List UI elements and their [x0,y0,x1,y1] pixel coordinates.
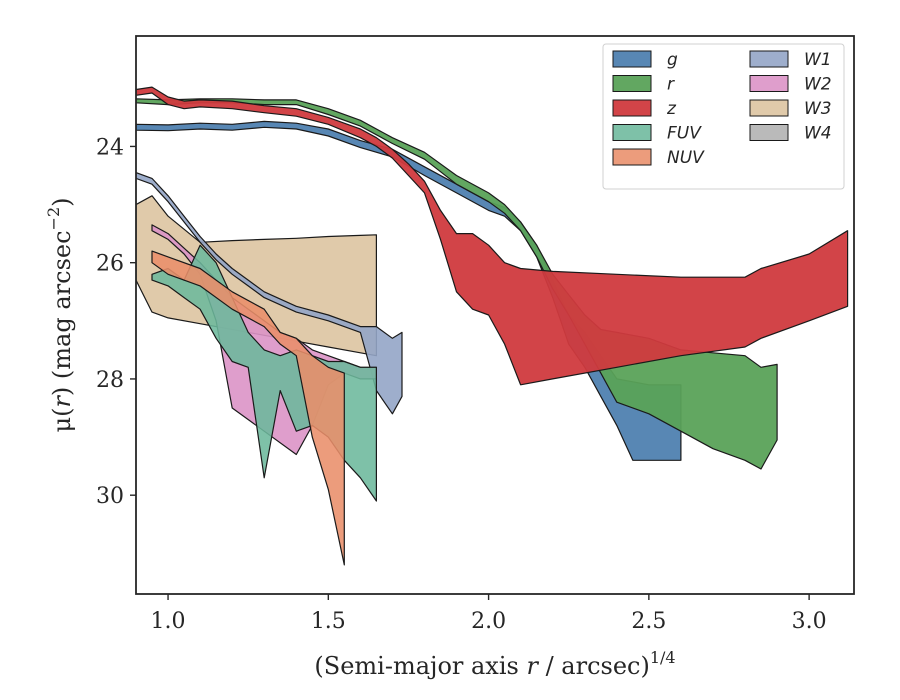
x-tick-label: 2.5 [631,609,666,634]
y-axis: 24 26 28 30 [96,135,136,509]
legend-label-w1: W1 [804,50,832,70]
legend-swatch-w2 [749,75,789,92]
legend-swatch-w4 [749,124,789,141]
y-axis-title-var: r [48,395,76,408]
legend-label-w4: W4 [804,124,832,144]
x-axis-title-prefix: (Semi-major axis [314,652,526,680]
legend-swatch-g [612,50,652,68]
x-axis-title: (Semi-major axis r / arcsec)1/4 [314,648,675,680]
x-axis-title-unit: / arcsec) [538,652,650,680]
legend-label-fuv: FUV [667,124,702,144]
legend-label-w3: W3 [804,99,832,119]
legend: grz FUV NUV W1 W2 W3 W4 [602,43,845,190]
data-bands [136,86,849,566]
legend-swatch-w3 [749,99,789,117]
y-axis-title-exponent: −2 [44,207,63,231]
y-axis-title-close: ) [48,197,76,206]
x-axis-title-exponent: 1/4 [650,648,676,667]
x-tick-label: 1.5 [311,609,346,634]
x-tick-label: 2.0 [471,609,506,634]
legend-label-r: r [667,75,675,95]
band-nuv [151,250,345,566]
x-tick-label: 3.0 [792,609,827,634]
y-tick-label: 26 [96,252,124,277]
y-axis-title: μ(r) (mag arcsec−2) [44,197,76,432]
legend-swatch-r [612,75,652,92]
legend-label-z: z [666,99,677,119]
y-axis-title-prefix: μ( [48,408,76,433]
legend-swatch-w1 [749,50,789,68]
x-axis-title-var: r [526,652,539,680]
y-axis-title-unit: ) (mag arcsec [48,230,76,396]
legend-label-nuv: NUV [667,148,705,168]
legend-swatch-fuv [612,124,652,141]
legend-swatch-nuv [612,148,652,166]
y-tick-label: 30 [96,484,124,509]
band-w1 [136,172,403,415]
legend-label-g: g [667,50,678,70]
y-tick-label: 28 [96,368,124,393]
y-tick-label: 24 [96,135,124,160]
band-r [136,98,778,470]
band-z [136,86,849,386]
x-tick-label: 1.0 [151,609,186,634]
legend-swatch-z [612,99,652,117]
plot-frame [135,35,855,595]
x-axis: 1.0 1.5 2.0 2.5 3.0 [151,594,827,634]
legend-label-w2: W2 [804,75,832,95]
